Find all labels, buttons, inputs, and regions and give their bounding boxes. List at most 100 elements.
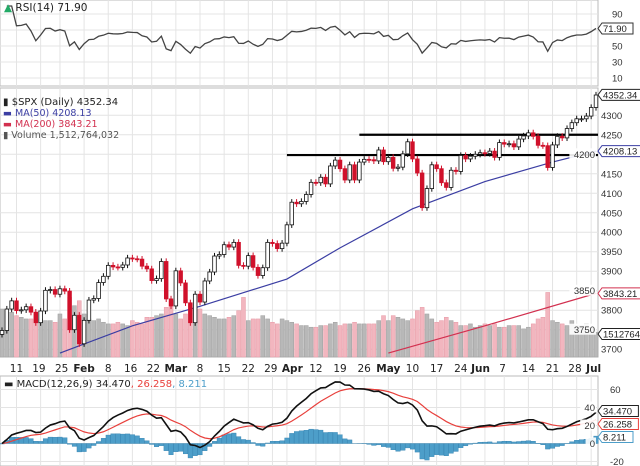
volume-legend-text: Volume 1,512,764,032 — [11, 130, 120, 141]
candle — [77, 314, 82, 345]
volume-bar — [424, 313, 430, 358]
macd-histogram-bar — [67, 443, 73, 445]
macd-histogram-bar — [482, 441, 488, 444]
volume-bar — [260, 315, 266, 358]
volume-bar — [530, 323, 536, 358]
candle — [265, 241, 270, 269]
macd-histogram-bar — [298, 430, 304, 444]
candle — [81, 319, 87, 345]
macd-histogram-bar — [554, 443, 560, 447]
x-tick-label: 11 — [10, 363, 23, 375]
volume-bar — [516, 325, 521, 358]
macd-histogram-bar — [197, 443, 203, 456]
macd-line — [1, 381, 597, 449]
candle — [531, 132, 536, 137]
volume-bar — [415, 310, 420, 358]
macd-histogram-bar — [303, 430, 309, 444]
macd-histogram-bar — [395, 443, 401, 452]
macd-histogram-bar — [211, 441, 217, 444]
candle — [14, 300, 19, 312]
macd-histogram-bar — [438, 443, 444, 456]
candle — [424, 188, 430, 209]
macd-histogram-bar — [409, 443, 415, 450]
candle — [444, 182, 449, 188]
price-panel — [0, 87, 599, 358]
candle — [48, 289, 53, 291]
candle — [168, 298, 174, 307]
candle — [231, 241, 237, 248]
volume-bar — [473, 326, 478, 358]
macd-histogram-bar — [52, 437, 58, 444]
candle — [482, 152, 488, 155]
ma50-legend: ▬ MA(50) 4208.13 — [3, 108, 92, 119]
macd-tick-label: 60 — [610, 385, 621, 396]
candle — [149, 268, 154, 281]
volume-bar — [115, 321, 121, 358]
macd-histogram-bar — [496, 441, 502, 444]
macd-histogram-bar — [308, 428, 314, 444]
volume-bar — [506, 325, 512, 358]
macd-histogram-bar — [284, 437, 290, 444]
macd-histogram-bar — [525, 440, 531, 444]
candle — [328, 165, 333, 185]
volume-bar — [19, 317, 24, 358]
x-tick-label: 24 — [454, 363, 468, 375]
candle — [260, 267, 265, 276]
candle — [516, 138, 521, 148]
candle — [453, 169, 459, 172]
candle — [502, 142, 507, 145]
candle — [381, 149, 386, 163]
rsi-value-tag — [597, 22, 634, 35]
x-tick-label: 14 — [522, 363, 536, 375]
macd-histogram-bar — [216, 437, 222, 444]
volume-bar — [569, 320, 575, 358]
candle — [159, 261, 164, 280]
volume-bar — [231, 315, 237, 358]
volume-bar — [308, 326, 314, 358]
macd-histogram-bar — [134, 435, 140, 444]
candle — [212, 255, 217, 273]
macd-tick-label-backing — [580, 419, 596, 431]
macd-histogram-bar — [477, 442, 483, 444]
candle — [352, 164, 357, 181]
candle — [221, 244, 227, 255]
candle — [250, 255, 256, 268]
candle — [477, 152, 483, 155]
macd-histogram-bar — [385, 443, 391, 448]
candle — [173, 270, 179, 307]
price-legend-text: $SPX (Daily) 4352.34 — [11, 97, 119, 108]
macd-histogram-bar — [105, 434, 111, 444]
macd-histogram-bar — [424, 443, 430, 461]
rsi-tick-label: 10 — [612, 74, 623, 85]
candle — [101, 275, 106, 283]
candle — [429, 164, 435, 189]
candle — [579, 118, 584, 121]
price-tick-label: 3850 — [574, 286, 595, 297]
volume-bar — [250, 318, 256, 358]
macd-histogram-bar — [192, 443, 198, 456]
candle — [569, 122, 575, 129]
candle — [86, 299, 92, 321]
volume-bar — [357, 323, 362, 358]
macd-histogram-bar — [154, 443, 160, 447]
price-tick-label: 3900 — [601, 267, 622, 278]
rsi-tick-label: 50 — [612, 42, 623, 53]
candle — [342, 168, 348, 181]
volume-bar — [284, 320, 290, 358]
macd-histogram-bar — [400, 443, 406, 451]
macd-signal-value-tag — [597, 418, 639, 430]
candle — [473, 153, 478, 157]
macd-histogram-bar — [530, 441, 536, 444]
macd-histogram-bar — [501, 440, 507, 444]
volume-bar — [366, 323, 372, 358]
macd-histogram-bar — [245, 439, 251, 444]
volume-bar — [289, 321, 295, 358]
macd-histogram-bar — [255, 443, 261, 446]
candle — [4, 308, 10, 331]
volume-bar — [492, 323, 497, 358]
volume-bar — [178, 318, 183, 358]
candle — [144, 265, 150, 270]
macd-tick-label-backing — [580, 401, 596, 413]
candle — [564, 128, 570, 139]
